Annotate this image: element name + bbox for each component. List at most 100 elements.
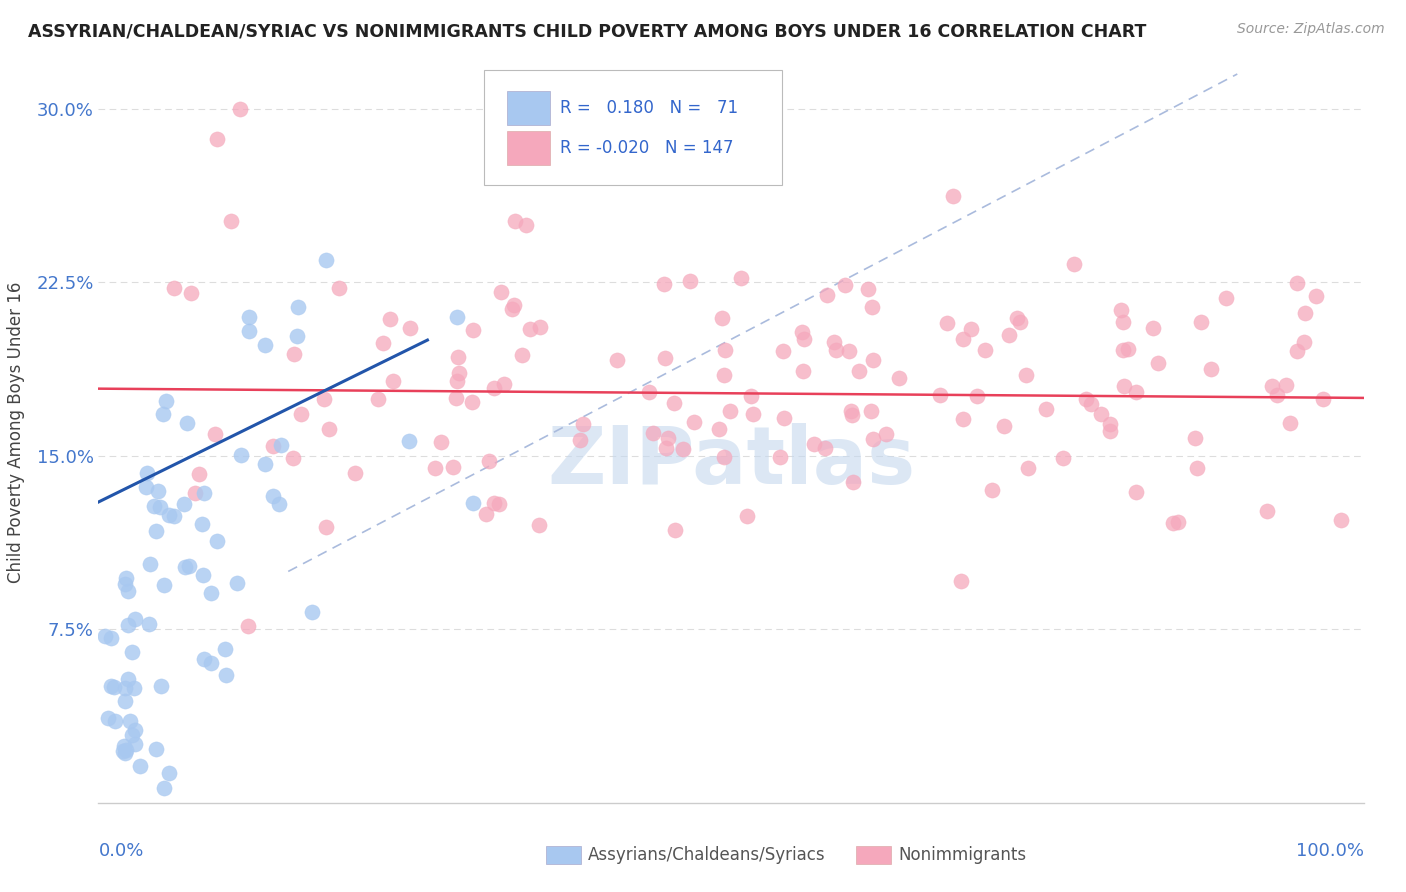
Point <box>980 483 1002 497</box>
FancyBboxPatch shape <box>484 70 782 185</box>
Point <box>773 410 796 425</box>
Point <box>664 523 686 537</box>
Point <box>152 780 174 795</box>
Point <box>145 524 167 539</box>
Point <box>1185 461 1208 475</box>
Point <box>215 668 238 682</box>
Point <box>152 407 174 421</box>
Point <box>711 311 734 326</box>
Point <box>510 348 533 362</box>
Point <box>494 376 516 391</box>
Point <box>301 605 323 619</box>
Point <box>718 404 741 418</box>
Point <box>815 288 838 302</box>
Point <box>173 497 195 511</box>
Point <box>179 558 201 573</box>
Point <box>114 693 136 707</box>
Point <box>315 253 337 268</box>
Point <box>136 466 159 480</box>
Point <box>1099 417 1122 431</box>
Point <box>1142 321 1164 335</box>
Point <box>1116 343 1139 357</box>
Point <box>834 277 856 292</box>
Point <box>200 656 222 670</box>
Point <box>191 568 214 582</box>
Point <box>862 353 884 368</box>
Point <box>398 320 420 334</box>
Point <box>519 321 541 335</box>
Point <box>742 407 765 421</box>
Point <box>825 343 848 357</box>
Point <box>1305 288 1327 302</box>
Point <box>859 404 882 418</box>
Point <box>124 723 146 738</box>
Point <box>124 612 146 626</box>
Point <box>672 442 695 457</box>
Point <box>285 328 308 343</box>
Point <box>856 283 879 297</box>
Point <box>1052 451 1074 466</box>
Point <box>529 320 551 334</box>
Point <box>149 500 172 514</box>
Point <box>117 673 139 687</box>
Point <box>269 497 291 511</box>
Point <box>952 332 974 346</box>
Point <box>993 418 1015 433</box>
Point <box>503 213 526 227</box>
Point <box>200 586 222 600</box>
Point <box>461 495 484 509</box>
FancyBboxPatch shape <box>508 131 550 165</box>
Y-axis label: Child Poverty Among Boys Under 16: Child Poverty Among Boys Under 16 <box>7 282 25 583</box>
Point <box>111 743 134 757</box>
Point <box>253 337 276 351</box>
Point <box>238 310 260 324</box>
Point <box>378 312 401 326</box>
Point <box>952 411 974 425</box>
Point <box>482 381 505 395</box>
Point <box>114 681 136 696</box>
Point <box>444 391 467 405</box>
Point <box>474 507 496 521</box>
Point <box>740 389 762 403</box>
Point <box>966 389 988 403</box>
Point <box>793 332 815 346</box>
Text: ASSYRIAN/CHALDEAN/SYRIAC VS NONIMMIGRANTS CHILD POVERTY AMONG BOYS UNDER 16 CORR: ASSYRIAN/CHALDEAN/SYRIAC VS NONIMMIGRANT… <box>28 22 1146 40</box>
Point <box>193 651 215 665</box>
Point <box>155 394 177 409</box>
Point <box>461 395 484 409</box>
Point <box>423 460 446 475</box>
Point <box>1330 513 1353 527</box>
Text: 0.0%: 0.0% <box>98 842 143 860</box>
Point <box>572 417 595 431</box>
Point <box>875 427 897 442</box>
Point <box>998 327 1021 342</box>
Point <box>662 395 685 409</box>
Point <box>769 450 792 464</box>
Point <box>191 516 214 531</box>
Point <box>841 475 863 490</box>
Point <box>343 466 366 480</box>
Point <box>862 432 884 446</box>
Point <box>1167 516 1189 530</box>
Point <box>382 374 405 388</box>
Text: Assyrians/Chaldeans/Syriacs: Assyrians/Chaldeans/Syriacs <box>588 847 825 864</box>
Point <box>312 392 335 406</box>
Text: R = -0.020   N = 147: R = -0.020 N = 147 <box>560 138 734 157</box>
Point <box>1014 368 1036 382</box>
Point <box>1286 343 1309 358</box>
Point <box>1098 424 1121 438</box>
Point <box>1125 385 1147 400</box>
Point <box>146 484 169 499</box>
Point <box>447 350 470 364</box>
Point <box>97 711 120 725</box>
Point <box>478 454 501 468</box>
Point <box>238 324 260 338</box>
Point <box>1274 377 1296 392</box>
Point <box>484 496 506 510</box>
Point <box>159 765 181 780</box>
Point <box>737 508 759 523</box>
Point <box>1125 484 1147 499</box>
Point <box>94 629 117 643</box>
Text: 100.0%: 100.0% <box>1296 842 1364 860</box>
Point <box>1161 516 1184 530</box>
